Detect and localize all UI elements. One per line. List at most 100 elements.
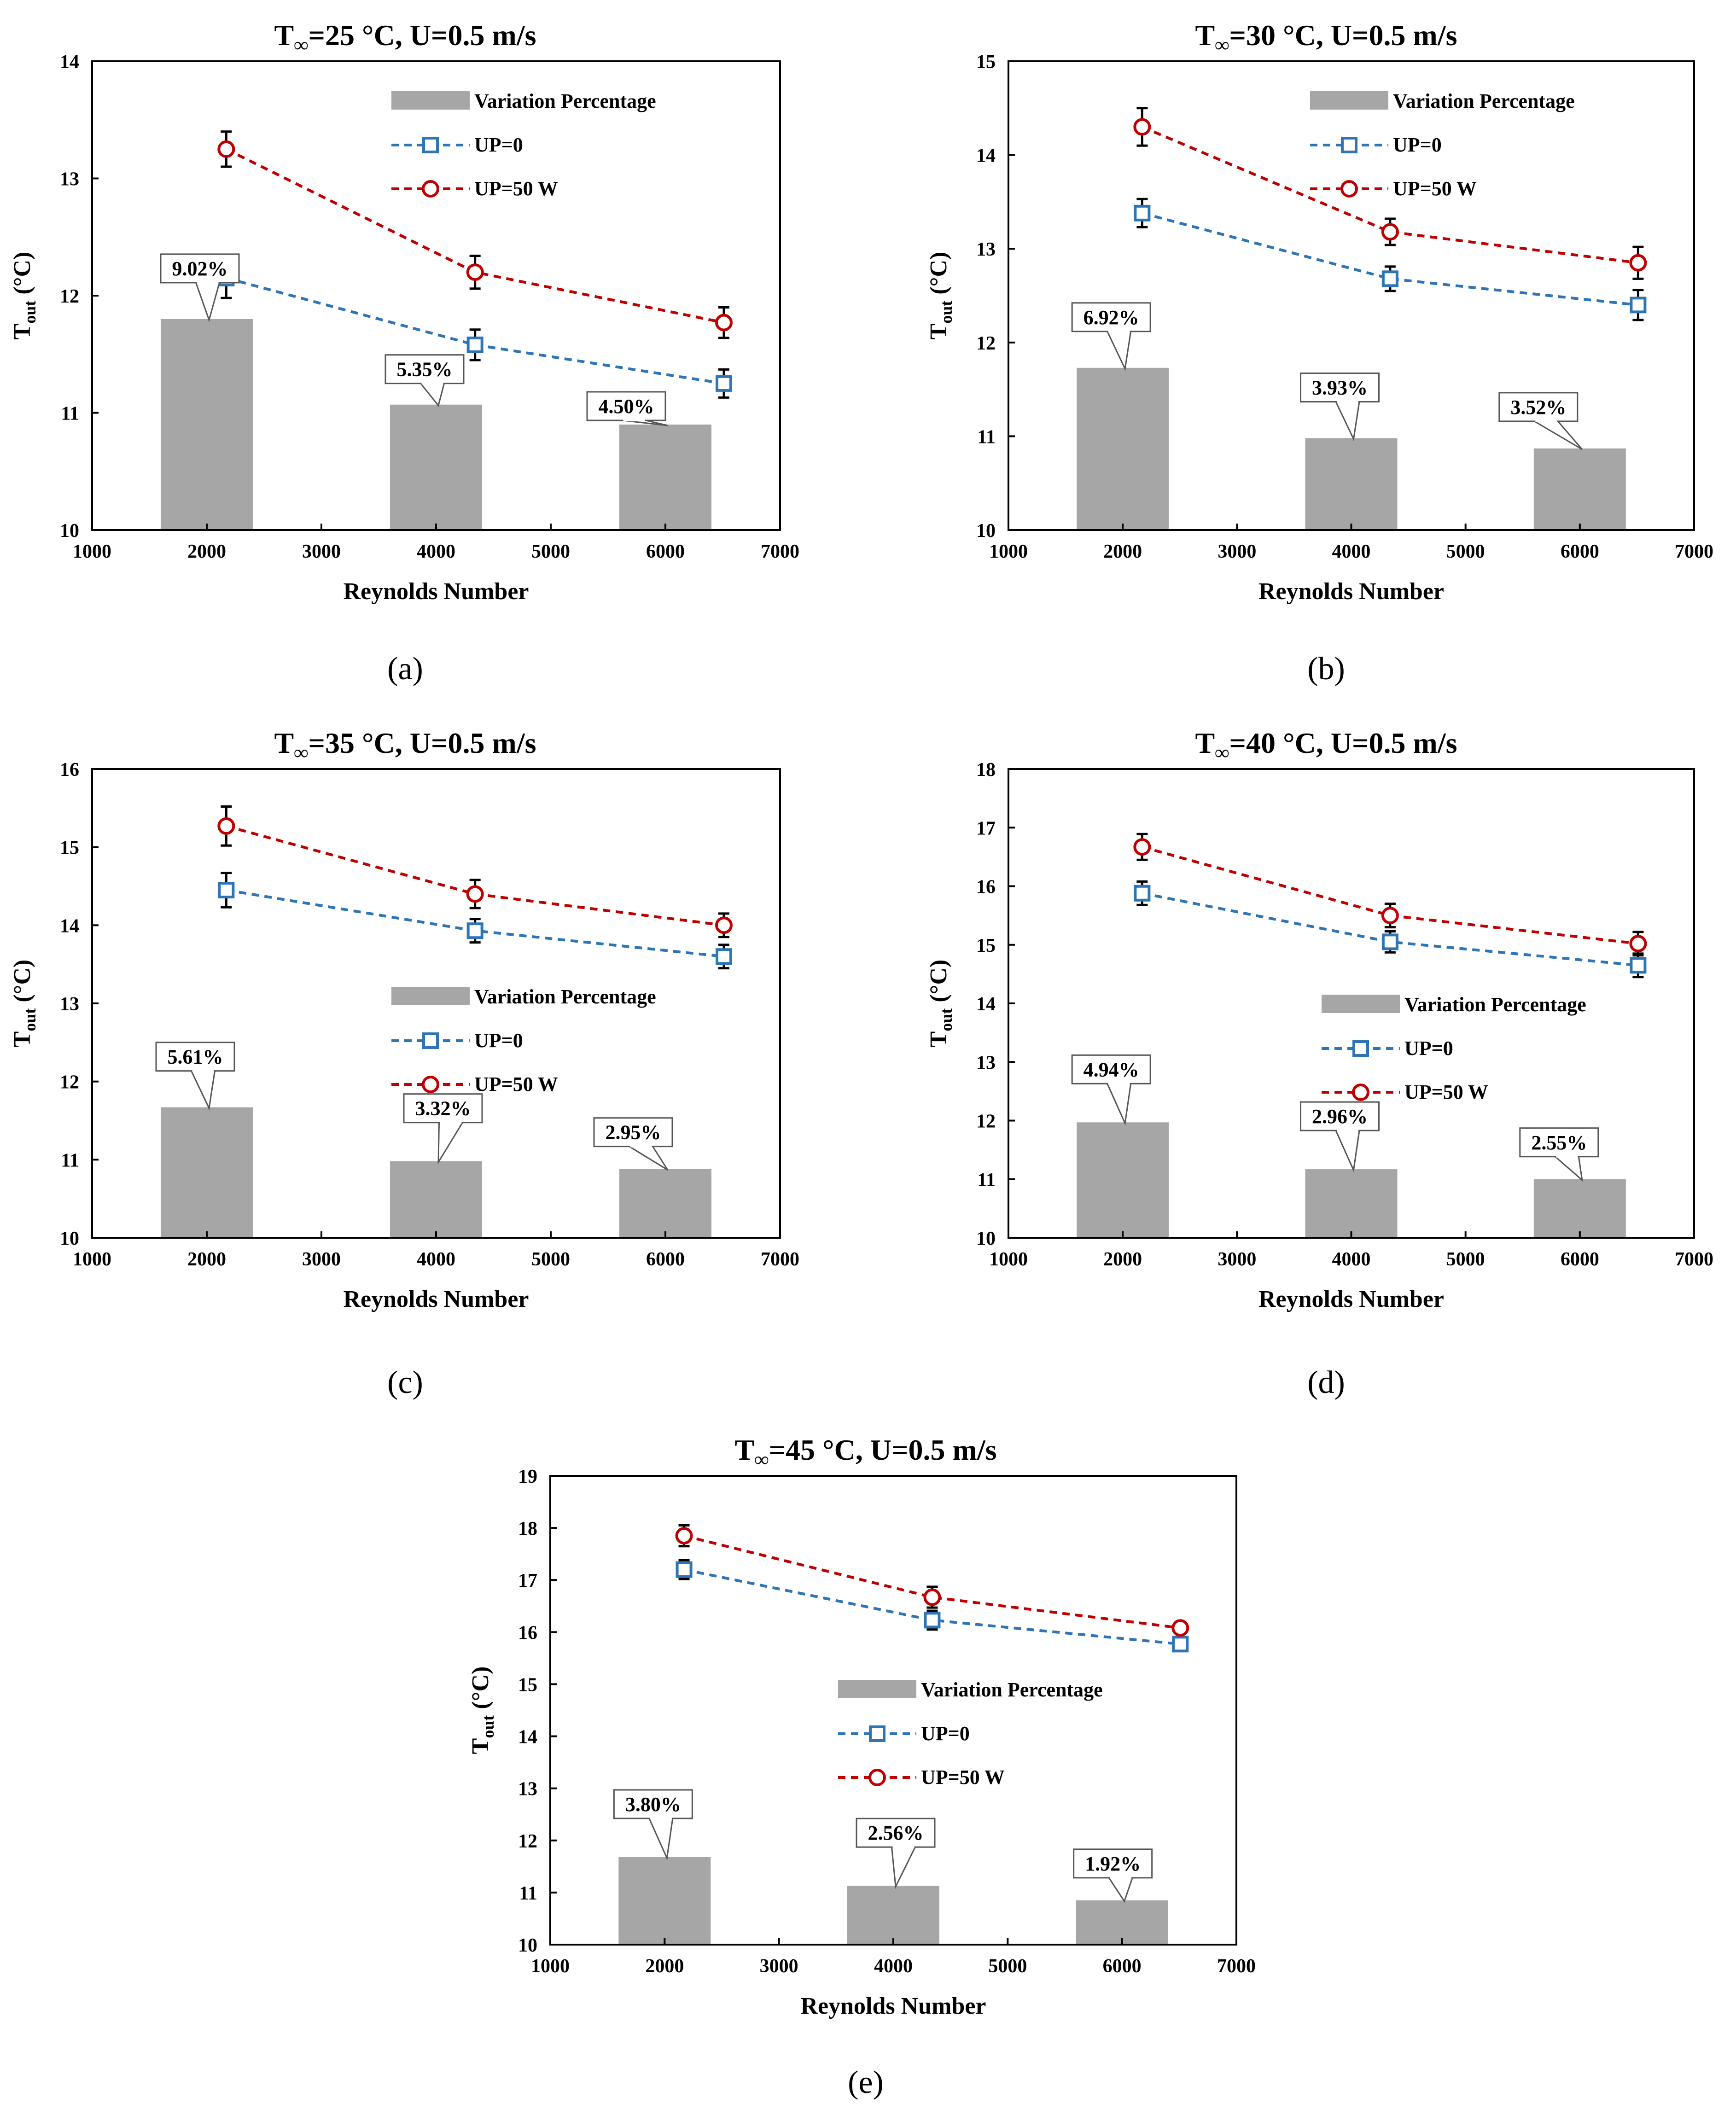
marker-square-up0 bbox=[1134, 204, 1151, 221]
callout-label-1: 9.02% bbox=[172, 257, 228, 280]
y-axis-label-main: T bbox=[926, 1031, 952, 1048]
callout-label-2: 5.35% bbox=[397, 358, 453, 381]
marker-square-up0 bbox=[715, 375, 732, 392]
chart-panel-3: T∞=35 °C, U=0.5 m/s5.61%3.32%2.95%1000 20… bbox=[9, 727, 799, 1400]
legend-marker-up0 bbox=[1341, 137, 1357, 153]
chart-panel-1: T∞=25 °C, U=0.5 m/s9.02%5.35%4.50%1000 20… bbox=[9, 19, 799, 687]
legend-label-variation: Variation Percentage bbox=[474, 90, 656, 112]
y-tick-label: 14 bbox=[60, 52, 79, 73]
legend-label-up0: UP=0 bbox=[474, 1029, 523, 1052]
callout-box bbox=[586, 391, 666, 421]
y-tick-label: 13 bbox=[60, 169, 79, 190]
y-tick-label: 14 bbox=[976, 146, 996, 167]
y-tick-label: 11 bbox=[977, 1170, 996, 1191]
y-tick-label: 19 bbox=[518, 1466, 537, 1487]
legend-label-up0: UP=0 bbox=[921, 1722, 970, 1745]
y-axis-label-unit: (°C) bbox=[926, 960, 952, 1008]
bar-variation-2 bbox=[847, 1886, 939, 1945]
chart-title-sub: ∞ bbox=[294, 741, 308, 764]
marker-square-up0 bbox=[218, 881, 235, 898]
legend-label-up50: UP=50 W bbox=[1404, 1081, 1488, 1103]
bar-variation-2 bbox=[1305, 438, 1398, 530]
chart-title-rest: =35 °C, U=0.5 m/s bbox=[309, 727, 536, 759]
bar-variation-3 bbox=[1533, 1179, 1626, 1238]
bar-variation-1 bbox=[161, 319, 253, 530]
series-line-up50 bbox=[1142, 845, 1638, 945]
chart-title-sub: ∞ bbox=[1215, 741, 1229, 764]
marker-circle-up50 bbox=[675, 1527, 693, 1545]
legend-marker-up0 bbox=[869, 1725, 885, 1742]
callout-box bbox=[1073, 1848, 1153, 1879]
legend-swatch-bar bbox=[1322, 995, 1400, 1013]
bar-variation-1 bbox=[1077, 367, 1169, 530]
chart-title-main: T bbox=[1195, 727, 1215, 759]
callout-box bbox=[613, 1789, 693, 1819]
chart-title-main: T bbox=[274, 19, 294, 52]
marker-square-up0 bbox=[676, 1561, 693, 1578]
legend-label-variation: Variation Percentage bbox=[474, 985, 656, 1008]
legend-swatch-bar bbox=[838, 1680, 916, 1698]
legend-marker-up50 bbox=[1352, 1084, 1369, 1101]
marker-square-up0 bbox=[466, 336, 484, 353]
marker-square-up0 bbox=[466, 922, 484, 939]
legend-label-up50: UP=50 W bbox=[474, 1073, 558, 1095]
chart-title-main: T bbox=[274, 727, 294, 759]
legend-marker-up50 bbox=[1340, 180, 1358, 198]
panel-caption: (d) bbox=[1307, 1365, 1345, 1400]
marker-square-up0 bbox=[1381, 933, 1398, 950]
x-tick-label: 1000 bbox=[73, 1249, 111, 1270]
x-tick-label: 6000 bbox=[1103, 1956, 1142, 1977]
y-axis-label: Tout (°C) bbox=[9, 960, 39, 1048]
x-axis-label: Reynolds Number bbox=[343, 1286, 529, 1312]
chart-title-rest: =45 °C, U=0.5 m/s bbox=[769, 1433, 997, 1466]
bar-variation-3 bbox=[1533, 448, 1626, 530]
y-tick-label: 15 bbox=[60, 838, 79, 859]
y-tick-label: 11 bbox=[519, 1883, 537, 1904]
legend-marker-up50 bbox=[422, 180, 439, 198]
callout-box bbox=[403, 1093, 483, 1124]
callout-label-3: 1.92% bbox=[1085, 1853, 1141, 1875]
marker-circle-up50 bbox=[466, 885, 484, 903]
marker-square-up0 bbox=[1630, 957, 1647, 974]
y-tick-label: 12 bbox=[518, 1831, 537, 1852]
x-tick-label: 6000 bbox=[1561, 541, 1599, 562]
callout-tail bbox=[1334, 401, 1360, 442]
callout-label-2: 3.93% bbox=[1312, 376, 1368, 399]
y-axis-label-main: T bbox=[926, 324, 952, 340]
y-tick-label: 12 bbox=[60, 286, 79, 307]
legend-marker-up50 bbox=[422, 1076, 439, 1093]
x-tick-label: 3000 bbox=[302, 541, 341, 562]
legend-label-up50: UP=50 W bbox=[474, 177, 558, 200]
x-tick-label: 4000 bbox=[1332, 1249, 1371, 1270]
y-tick-label: 17 bbox=[518, 1570, 537, 1591]
y-axis-label-sub: out bbox=[937, 1008, 955, 1031]
x-axis-label: Reynolds Number bbox=[343, 578, 529, 605]
y-tick-label: 14 bbox=[518, 1727, 537, 1748]
x-tick-label: 1000 bbox=[989, 1249, 1028, 1270]
marker-square-up0 bbox=[924, 1612, 941, 1629]
y-axis-label-sub: out bbox=[937, 301, 955, 324]
callout-box bbox=[384, 354, 465, 385]
callout-tail bbox=[648, 1818, 674, 1861]
panel-caption: (e) bbox=[848, 2065, 884, 2100]
series-line-up50 bbox=[226, 824, 724, 927]
chart-title: T∞=25 °C, U=0.5 m/s bbox=[274, 19, 536, 56]
y-axis-label-unit: (°C) bbox=[9, 960, 35, 1008]
y-tick-label: 10 bbox=[976, 520, 996, 542]
marker-circle-up50 bbox=[1381, 907, 1399, 925]
y-tick-label: 10 bbox=[518, 1935, 537, 1956]
y-axis-label-unit: (°C) bbox=[467, 1666, 494, 1715]
callout-tail bbox=[1553, 1156, 1583, 1182]
legend-label-up0: UP=0 bbox=[474, 134, 523, 156]
x-axis-label: Reynolds Number bbox=[800, 1993, 986, 2019]
panel-caption: (a) bbox=[387, 651, 423, 687]
chart-title-rest: =30 °C, U=0.5 m/s bbox=[1229, 19, 1457, 52]
x-tick-label: 6000 bbox=[646, 541, 685, 562]
marker-circle-up50 bbox=[466, 263, 484, 281]
y-tick-label: 16 bbox=[60, 759, 79, 781]
callout-box bbox=[160, 253, 240, 284]
callout-label-3: 3.52% bbox=[1510, 396, 1566, 419]
y-axis-label-main: T bbox=[9, 1031, 35, 1048]
callout-label-1: 4.94% bbox=[1084, 1058, 1139, 1081]
